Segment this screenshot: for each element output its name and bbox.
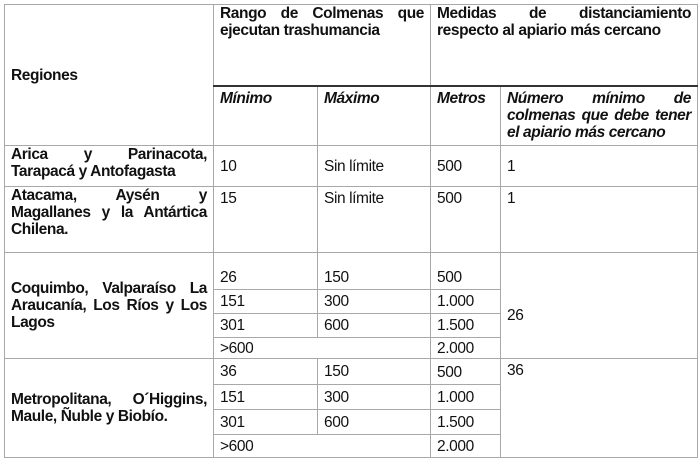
metros-cell: 500 [430,145,502,187]
metros-cell: 500 [430,186,502,253]
region-cell: Atacama, Aysén y Magallanes y la Antárti… [4,186,214,253]
minimo-cell: 151 [213,289,318,314]
table-row: Arica y Parinacota, Tarapacá y Antofagas… [4,145,699,187]
metros-cell: 500 [430,358,502,385]
minimo-cell: 26 [213,252,318,290]
metros-cell: 2.000 [430,434,502,458]
metros-cell: 1.500 [430,409,502,435]
table-subrow: 151 300 1.000 [5,384,698,410]
header-metros: Metros [430,85,502,146]
metros-cell: 2.000 [430,337,502,359]
minimo-cell: 10 [213,145,318,187]
maximo-cell: 300 [316,384,432,410]
table-row: Coquimbo, Valparaíso La Araucanía, Los R… [4,252,699,359]
table-row: Atacama, Aysén y Magallanes y la Antárti… [4,186,699,253]
minimo-cell: 151 [213,384,318,410]
header-maximo: Máximo [316,85,432,146]
metros-cell: 500 [430,252,502,290]
header-rango: Rango de Colmenas que ejecutan trashuman… [212,4,432,87]
metros-cell: 1.000 [430,384,502,410]
numero-cell: 36 [500,358,699,458]
minimo-cell: >600 [212,434,432,458]
table-subrow: 151 300 1.000 [5,289,698,314]
maximo-cell: Sin límite [316,186,432,253]
regions-table: Regiones Rango de Colmenas que ejecutan … [4,4,699,458]
header-regiones: Regiones [4,4,214,146]
region-cell: Arica y Parinacota, Tarapacá y Antofagas… [4,145,214,187]
minimo-cell: 15 [213,186,318,253]
table-row: Metropolitana, O´Higgins, Maule, Ñuble y… [4,358,699,458]
numero-cell: 1 [500,145,699,187]
region-cell: Coquimbo, Valparaíso La Araucanía, Los R… [4,252,214,359]
region-cell: Metropolitana, O´Higgins, Maule, Ñuble y… [4,358,214,458]
minimo-cell: 301 [213,409,318,435]
header-medidas: Medidas de distanciamiento respecto al a… [430,4,699,87]
header-minimo: Mínimo [213,85,318,146]
minimo-cell: 36 [213,358,318,385]
minimo-cell: >600 [212,337,432,359]
numero-cell: 26 [500,252,699,359]
maximo-cell: 150 [316,358,432,385]
maximo-cell: 600 [316,313,432,338]
header-row-group: Regiones Rango de Colmenas que ejecutan … [4,4,699,146]
maximo-cell: Sin límite [316,145,432,187]
metros-cell: 1.000 [430,289,502,314]
maximo-cell: 150 [316,252,432,290]
table-subrow: 301 600 1.500 [5,409,698,435]
metros-cell: 1.500 [430,313,502,338]
table-subrow: 301 600 1.500 [5,313,698,338]
numero-cell: 1 [500,186,699,253]
header-numero: Número mínimo de colmenas que debe tener… [500,85,699,146]
maximo-cell: 300 [316,289,432,314]
table-subrow: >600 2.000 [5,434,698,458]
header-row-sub: Mínimo Máximo Metros Número mínimo de co… [5,85,699,146]
minimo-cell: 301 [213,313,318,338]
maximo-cell: 600 [316,409,432,435]
